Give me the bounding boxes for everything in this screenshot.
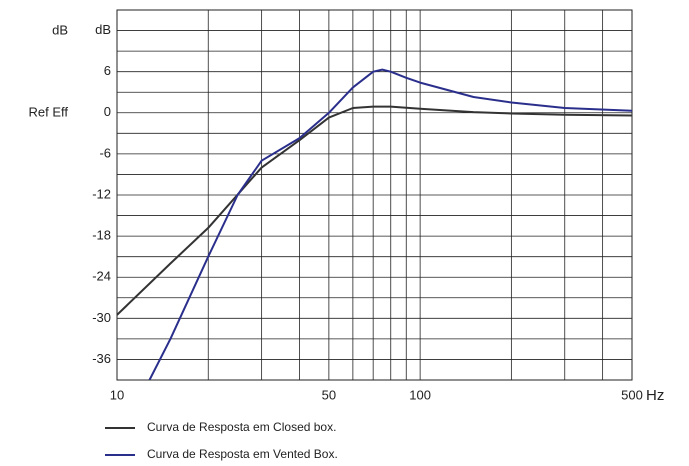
y-tick-label: 6 xyxy=(104,63,111,78)
y-tick-label: -24 xyxy=(92,269,111,284)
x-tick-label: 50 xyxy=(322,387,336,402)
x-tick-label: 500 xyxy=(621,387,643,402)
annotation: Ref Eff xyxy=(28,104,68,119)
series-line xyxy=(117,105,632,316)
y-tick-label: dB xyxy=(95,22,111,37)
legend-label: Curva de Resposta em Closed box. xyxy=(147,420,336,434)
y-tick-label: -18 xyxy=(92,228,111,243)
y-tick-label: -36 xyxy=(92,351,111,366)
series-line xyxy=(148,68,632,380)
x-axis-label: Hz xyxy=(646,387,664,404)
x-tick-label: 100 xyxy=(409,387,431,402)
y-axis-label: dB xyxy=(52,22,68,37)
legend-label: Curva de Resposta em Vented Box. xyxy=(147,447,338,461)
y-tick-label: -30 xyxy=(92,310,111,325)
y-tick-label: -12 xyxy=(92,186,111,201)
y-tick-label: 0 xyxy=(104,104,111,119)
x-tick-label: 10 xyxy=(110,387,124,402)
y-tick-label: -6 xyxy=(99,145,111,160)
plot-lines xyxy=(117,68,632,380)
